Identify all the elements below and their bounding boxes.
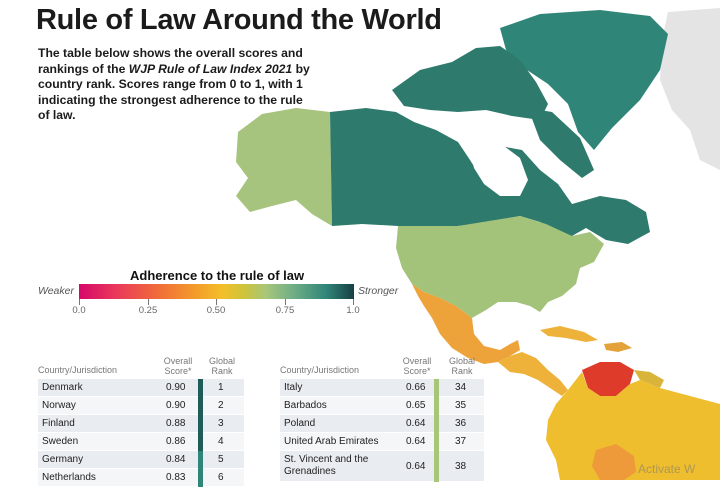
col-header-rank: Global Rank xyxy=(208,356,235,376)
legend-title: Adherence to the rule of law xyxy=(130,268,305,283)
global-rank: 38 xyxy=(455,461,467,472)
score-color-bar xyxy=(434,433,439,451)
col-header-country: Country/Jurisdiction xyxy=(38,365,118,375)
legend-tick-mark xyxy=(285,299,286,305)
table-row: Norway 0.90 2 xyxy=(38,397,244,415)
country-name: Denmark xyxy=(42,382,83,393)
overall-score: 0.65 xyxy=(406,400,426,411)
page-title: Rule of Law Around the World xyxy=(36,4,442,36)
overall-score: 0.64 xyxy=(406,436,426,447)
score-color-bar xyxy=(434,379,439,397)
region-baffin xyxy=(528,108,594,178)
legend-tick-label: 1.0 xyxy=(346,305,360,316)
country-name: Poland xyxy=(284,418,316,429)
legend-stronger-label: Stronger xyxy=(358,285,399,297)
country-name: St. Vincent and the Grenadines xyxy=(284,454,369,477)
region-europe xyxy=(660,8,720,170)
table-row: St. Vincent and the Grenadines 0.64 38 xyxy=(280,451,484,482)
region-greenland xyxy=(500,10,668,150)
region-mexico xyxy=(412,284,520,364)
country-name: United Arab Emirates xyxy=(284,436,379,447)
global-rank: 3 xyxy=(218,418,224,429)
activation-watermark: Activate W xyxy=(638,462,696,476)
table-row: Germany 0.84 5 xyxy=(38,451,244,469)
col-header-country: Country/Jurisdiction xyxy=(280,365,360,375)
country-name: Barbados xyxy=(284,400,327,411)
overall-score: 0.90 xyxy=(166,400,186,411)
score-color-bar xyxy=(198,379,203,397)
score-color-bar xyxy=(434,415,439,433)
global-rank: 2 xyxy=(218,400,224,411)
overall-score: 0.88 xyxy=(166,418,186,429)
legend-tick-mark xyxy=(216,299,217,305)
table-row: Denmark 0.90 1 xyxy=(38,379,244,397)
region-alaska xyxy=(236,108,332,226)
table-row: Finland 0.88 3 xyxy=(38,415,244,433)
country-name: Sweden xyxy=(42,436,79,447)
score-color-bar xyxy=(198,433,203,451)
score-color-bar xyxy=(434,451,439,482)
legend-color-scale xyxy=(79,284,354,299)
col-header-score: Overall Score* xyxy=(402,356,432,376)
overall-score: 0.84 xyxy=(166,454,186,465)
intro-part1: The table below shows the overall scores… xyxy=(38,46,303,76)
legend-tick-label: 0.75 xyxy=(275,305,295,316)
global-rank: 4 xyxy=(218,436,224,447)
global-rank: 6 xyxy=(218,472,224,483)
region-cuba xyxy=(540,326,598,342)
index-name: WJP Rule of Law Index 2021 xyxy=(128,61,293,76)
region-guianas xyxy=(634,370,664,388)
country-name: Netherlands xyxy=(42,472,96,483)
global-rank: 36 xyxy=(455,418,467,429)
country-name: Norway xyxy=(42,400,76,411)
score-color-bar xyxy=(198,469,203,487)
intro-text: The table below shows the overall scores… xyxy=(38,46,313,124)
region-canada-islands xyxy=(392,46,548,120)
legend-tick-label: 0.0 xyxy=(72,305,86,316)
col-header-score: Overall Score* xyxy=(163,356,193,376)
country-name: Italy xyxy=(284,382,303,393)
overall-score: 0.64 xyxy=(406,418,426,429)
overall-score: 0.66 xyxy=(406,382,426,393)
score-color-bar xyxy=(434,397,439,415)
global-rank: 37 xyxy=(455,436,467,447)
score-color-bar xyxy=(198,451,203,469)
global-rank: 35 xyxy=(455,400,467,411)
region-hispaniola xyxy=(604,342,632,352)
region-central-america xyxy=(498,352,568,396)
intro-part2: by country rank. Scores range from 0 to … xyxy=(38,61,310,123)
region-south-america xyxy=(546,372,720,480)
overall-score: 0.90 xyxy=(166,382,186,393)
legend-tick-label: 0.50 xyxy=(206,305,226,316)
legend-tick-mark xyxy=(353,299,354,305)
overall-score: 0.83 xyxy=(166,472,186,483)
legend-tick-label: 0.25 xyxy=(138,305,158,316)
legend-tick-mark xyxy=(79,299,80,305)
overall-score: 0.64 xyxy=(406,461,426,472)
score-color-bar xyxy=(198,415,203,433)
overall-score: 0.86 xyxy=(166,436,186,447)
table-row: Italy 0.66 34 xyxy=(280,379,484,397)
region-hudson-bay xyxy=(470,142,528,196)
country-name: Germany xyxy=(42,454,84,465)
score-color-bar xyxy=(198,397,203,415)
table-row: Sweden 0.86 4 xyxy=(38,433,244,451)
legend-tick-mark xyxy=(148,299,149,305)
region-usa xyxy=(396,216,604,318)
table-row: Netherlands 0.83 6 xyxy=(38,469,244,487)
global-rank: 5 xyxy=(218,454,224,465)
region-bolivia xyxy=(592,444,636,480)
global-rank: 1 xyxy=(218,382,224,393)
table-row: Barbados 0.65 35 xyxy=(280,397,484,415)
global-rank: 34 xyxy=(455,382,467,393)
country-name: Finland xyxy=(42,418,75,429)
table-row: United Arab Emirates 0.64 37 xyxy=(280,433,484,451)
legend-weaker-label: Weaker xyxy=(38,285,74,297)
col-header-rank: Global Rank xyxy=(448,356,475,376)
table-row: Poland 0.64 36 xyxy=(280,415,484,433)
region-venezuela xyxy=(582,362,634,396)
